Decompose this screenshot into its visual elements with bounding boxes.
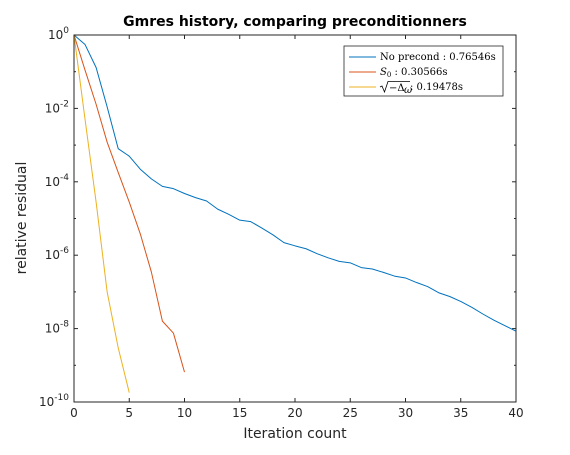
x-axis-label: Iteration count: [243, 426, 347, 442]
series-line-no-precond: [73, 34, 517, 332]
svg-text:−Δ: −Δ: [389, 83, 405, 94]
x-tick-label: 35: [453, 406, 468, 420]
series-line-s0: [73, 34, 185, 373]
legend: No precond : 0.76546s S0 : 0.30566s −Δ ω…: [343, 45, 504, 97]
series-layer: [73, 34, 517, 393]
y-tick-label: 10-10: [39, 393, 69, 409]
svg-text:ω: ω: [404, 85, 412, 96]
legend-s0-time: : 0.30566s: [391, 67, 447, 78]
chart-title: Gmres history, comparing preconditionner…: [123, 14, 467, 30]
legend-label-no-precond: No precond : 0.76546s: [380, 52, 496, 63]
x-tick-label: 15: [232, 406, 247, 420]
legend-box: [343, 45, 504, 97]
legend-s0-symbol: S: [380, 67, 387, 78]
y-ticks: 100 10-2 10-4 10-6 10-8 10-10: [39, 26, 516, 409]
x-tick-label: 20: [287, 406, 302, 420]
axes-box: [73, 34, 517, 403]
x-tick-label: 5: [125, 406, 133, 420]
y-tick-label: 100: [48, 26, 69, 42]
x-tick-label: 10: [177, 406, 192, 420]
x-tick-label: 0: [70, 406, 78, 420]
legend-label-s0: S0 : 0.30566s: [380, 67, 448, 79]
y-tick-label: 10-6: [45, 246, 70, 262]
y-tick-label: 10-8: [45, 320, 70, 336]
x-tick-label: 40: [508, 406, 523, 420]
y-axis-label: relative residual: [14, 162, 30, 275]
x-ticks: 0 5 10 15 20 25 30 35 40: [70, 35, 524, 420]
y-tick-label: 10-4: [45, 173, 70, 189]
legend-label-sqrt-laplacian-time: : 0.19478s: [410, 82, 463, 93]
series-line-sqrt-laplacian: [73, 34, 130, 393]
x-tick-label: 25: [343, 406, 358, 420]
legend-sqrt-symbol: −Δ ω: [379, 81, 412, 96]
x-tick-label: 30: [398, 406, 413, 420]
legend-s0-subscript: 0: [387, 71, 391, 79]
y-tick-label: 10-2: [45, 99, 69, 115]
